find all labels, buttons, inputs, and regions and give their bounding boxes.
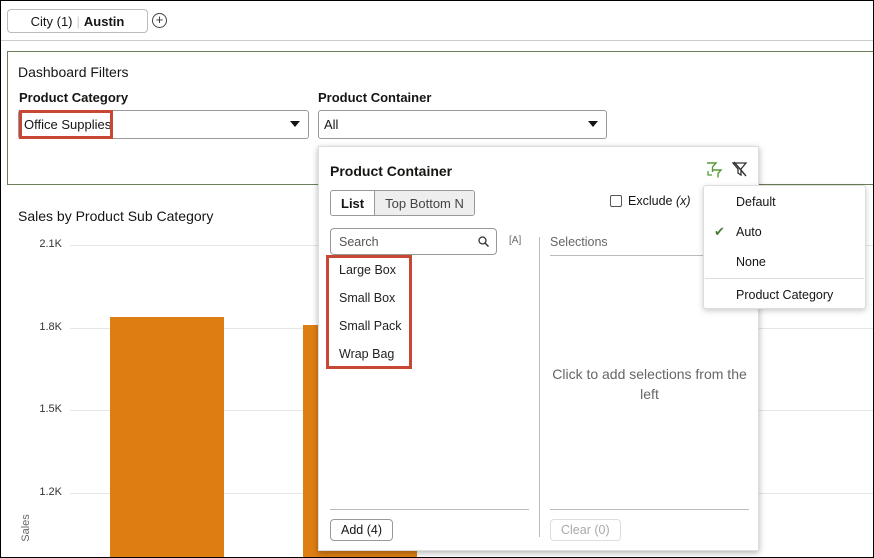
popup-title: Product Container [330, 163, 453, 179]
y-axis-label: Sales [19, 514, 32, 542]
dropdown-arrow-icon [588, 121, 598, 127]
product-category-value: Office Supplies [24, 117, 112, 132]
exclude-label: Exclude (x) [628, 194, 691, 208]
chart-title: Sales by Product Sub Category [18, 208, 214, 224]
list-item[interactable]: Large Box [339, 263, 396, 277]
menu-item-auto[interactable]: Auto [736, 225, 762, 239]
dropdown-arrow-icon [290, 121, 300, 127]
case-sensitive-icon[interactable]: [A] [509, 235, 522, 246]
divider [550, 255, 749, 256]
product-container-popup: Product Container List Top Bottom N Excl… [318, 146, 759, 551]
pill-separator: | [76, 13, 80, 29]
divider [550, 509, 749, 510]
empty-selections-text: Click to add selections from the left [552, 366, 747, 402]
divider [330, 509, 529, 510]
column-divider [539, 237, 540, 537]
y-tick-label: 1.2K [39, 486, 62, 499]
menu-divider [705, 278, 864, 279]
product-category-select[interactable]: Office Supplies [18, 110, 309, 139]
highlight-box [19, 110, 113, 139]
list-item[interactable]: Wrap Bag [339, 347, 395, 361]
exclude-checkbox[interactable] [610, 195, 622, 207]
view-tabs: List Top Bottom N [330, 190, 475, 216]
divider [0, 40, 874, 41]
y-tick-label: 1.8K [39, 320, 62, 333]
tab-top-bottom-n[interactable]: Top Bottom N [375, 191, 474, 215]
filter-sync-menu: Default ✔ Auto None Product Category [703, 185, 866, 309]
filter-sync-icon[interactable] [705, 161, 723, 179]
selections-label: Selections [550, 235, 608, 249]
bar[interactable] [110, 316, 224, 558]
list-item[interactable]: Small Pack [339, 319, 402, 333]
search-icon [478, 236, 489, 247]
product-container-label: Product Container [318, 90, 432, 105]
product-category-label: Product Category [19, 90, 129, 105]
product-container-select[interactable]: All [318, 110, 607, 139]
add-button[interactable]: Add (4) [330, 519, 393, 541]
clear-filter-icon[interactable] [732, 161, 748, 177]
highlight-box [326, 255, 412, 369]
city-filter-pill[interactable]: City (1) | Austin [7, 9, 148, 33]
menu-item-none[interactable]: None [736, 255, 766, 269]
menu-item-default[interactable]: Default [736, 195, 776, 209]
plus-circle-icon[interactable]: + [152, 13, 167, 28]
tab-list[interactable]: List [331, 191, 376, 215]
clear-button[interactable]: Clear (0) [550, 519, 621, 541]
menu-item-product-category[interactable]: Product Category [736, 288, 834, 302]
dashboard-filters-title: Dashboard Filters [18, 64, 129, 80]
filter-pill-value: Austin [83, 13, 125, 29]
product-container-value: All [324, 117, 339, 132]
filter-pill-label: City (1) [30, 13, 73, 29]
search-input[interactable]: Search [330, 228, 497, 255]
y-tick-label: 1.5K [39, 403, 62, 416]
list-item[interactable]: Small Box [339, 291, 396, 305]
check-icon: ✔ [714, 224, 725, 239]
y-tick-label: 2.1K [39, 238, 62, 250]
